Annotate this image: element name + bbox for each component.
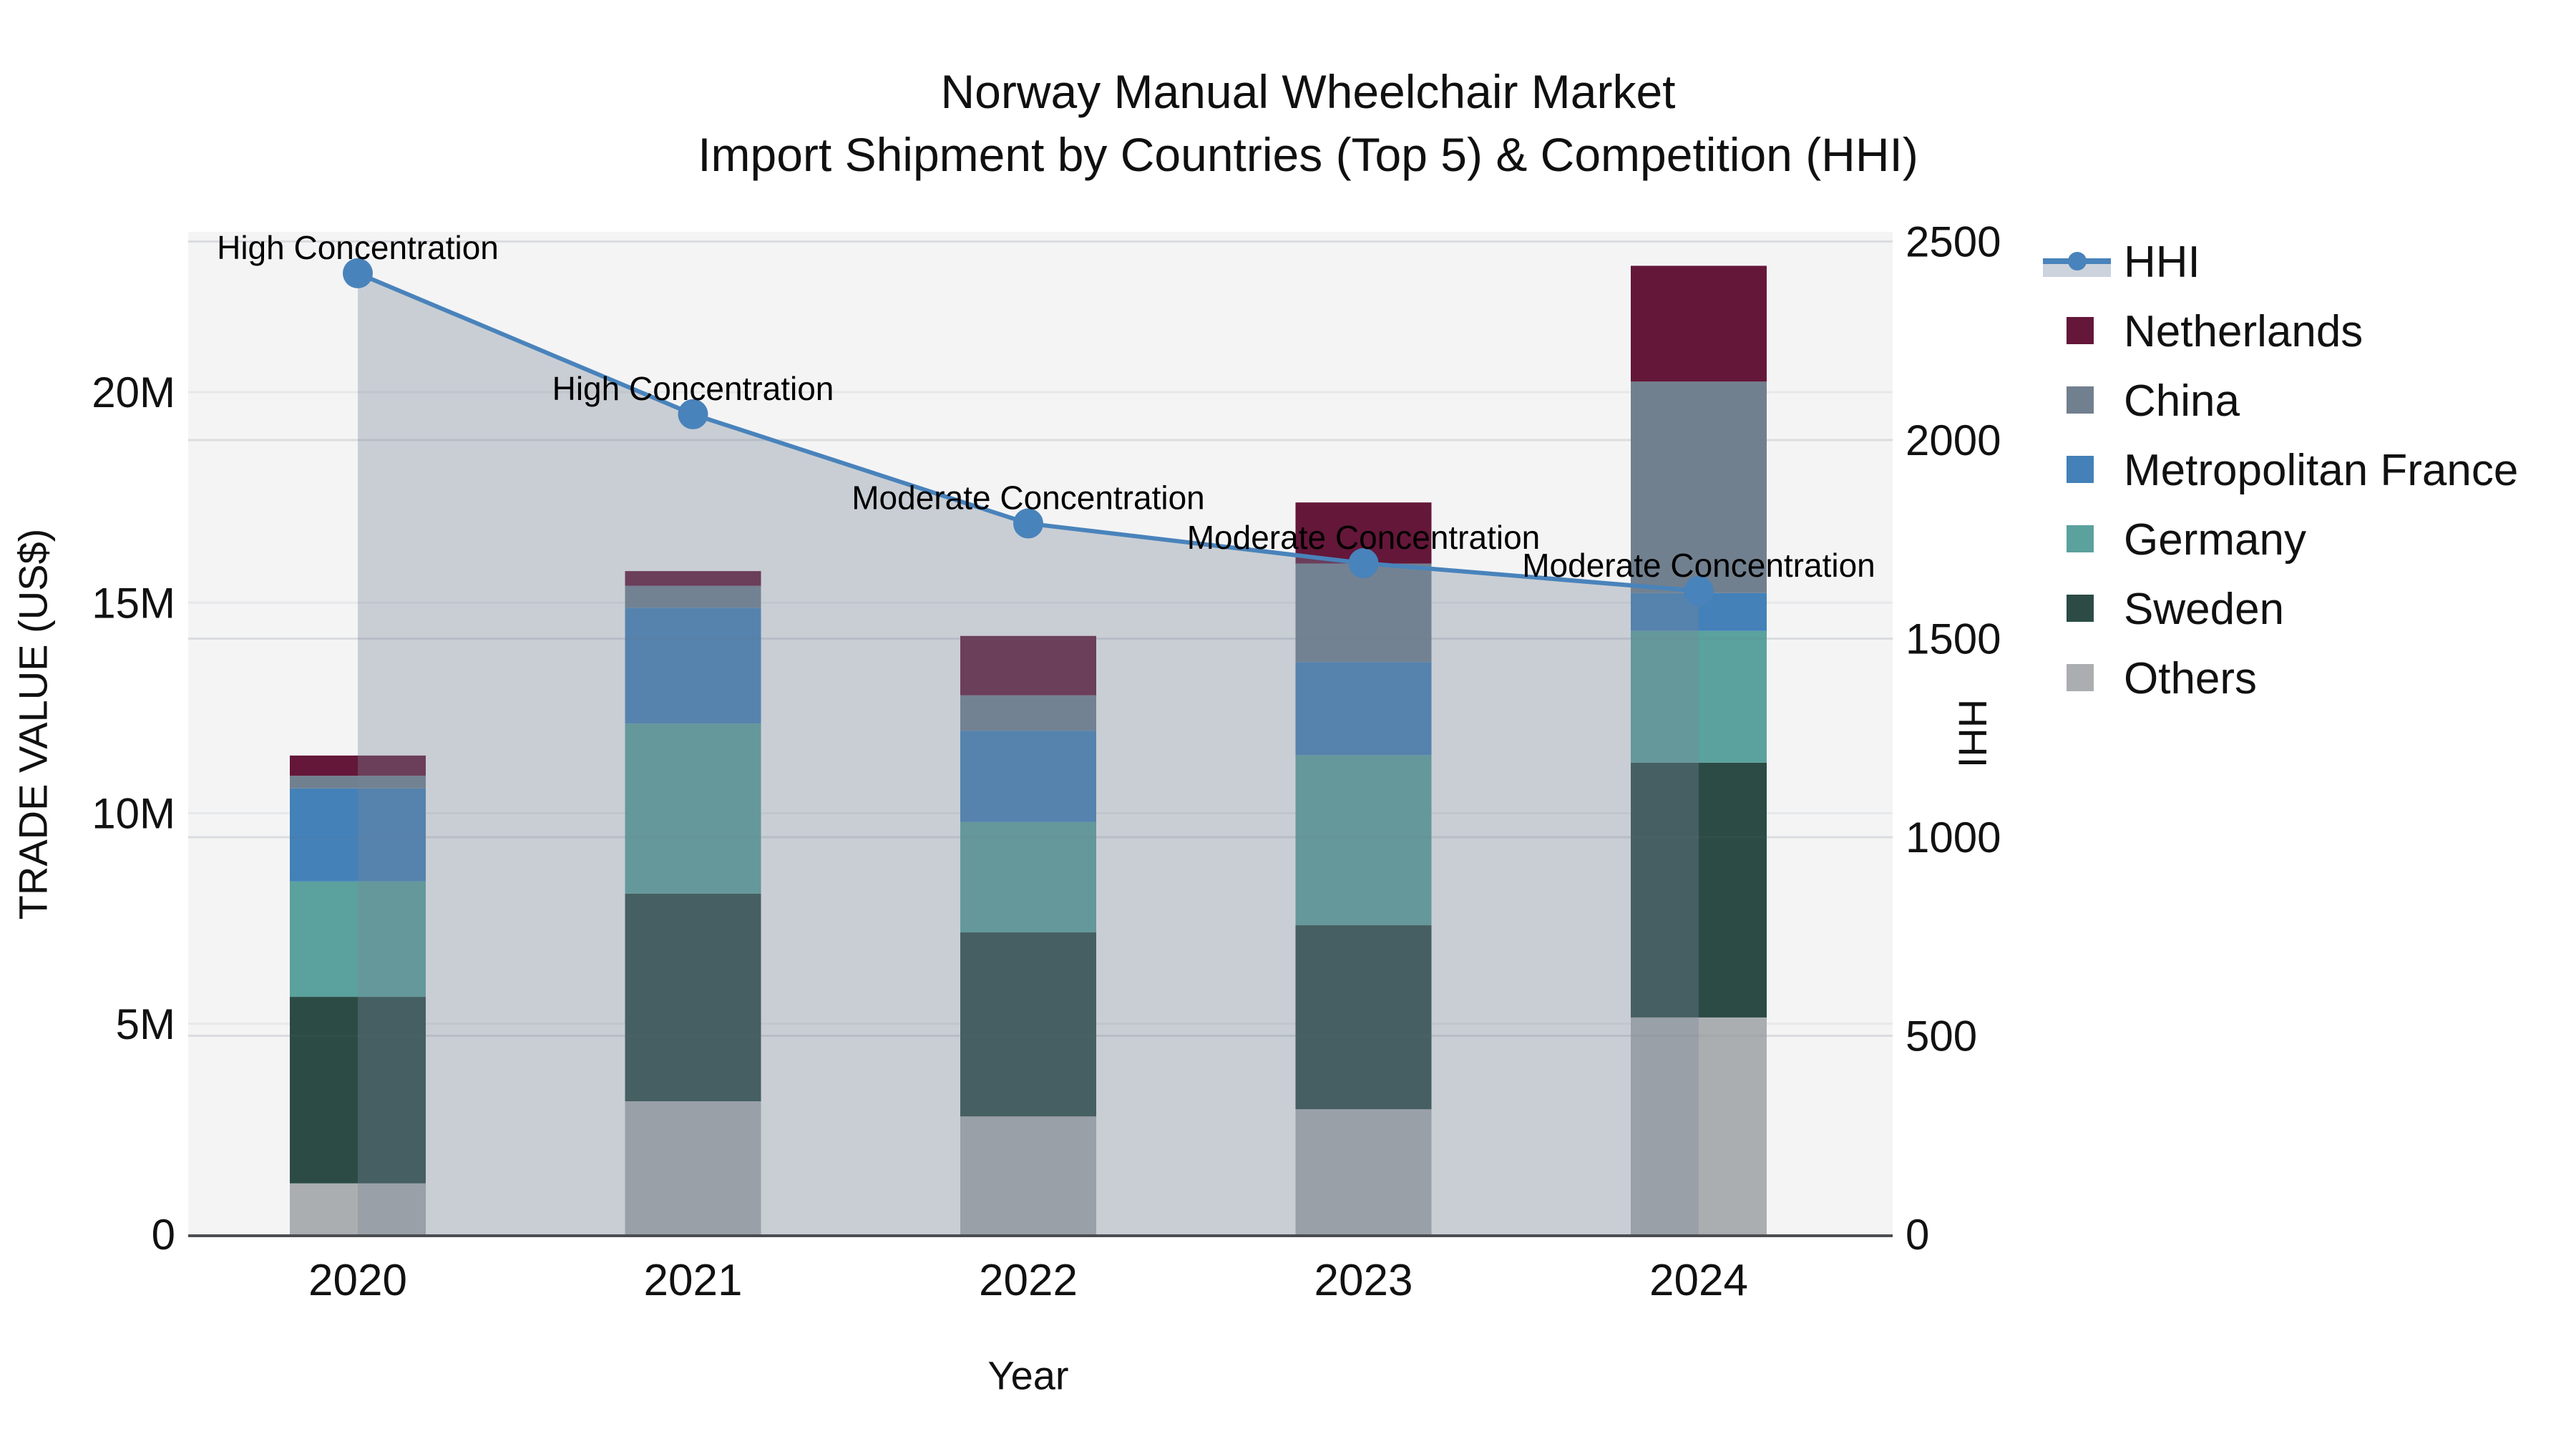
bar-segment-metropolitan-france-2023: [1295, 662, 1432, 756]
legend-label: HHI: [2124, 238, 2200, 287]
chart-title-line1: Norway Manual Wheelchair Market: [940, 65, 1676, 118]
legend-label: Metropolitan France: [2124, 446, 2518, 495]
hhi-area-fill: [358, 273, 1699, 1234]
y-tick-left-20M: 20M: [92, 369, 175, 416]
x-tick-2023: 2023: [1314, 1256, 1413, 1305]
y-tick-right-2000: 2000: [1906, 416, 2001, 464]
hhi-marker-2022: [1013, 508, 1043, 539]
legend-swatch-germany: [2067, 525, 2094, 552]
legend-item-metropolitan-france[interactable]: Metropolitan France: [2067, 446, 2518, 495]
legend-item-others[interactable]: Others: [2067, 654, 2257, 703]
hhi-marker-2021: [678, 399, 708, 429]
annotation-label-2022: Moderate Concentration: [852, 479, 1205, 517]
bar-segment-metropolitan-france-2021: [625, 608, 761, 724]
legend-swatch-sweden: [2067, 595, 2094, 622]
y-tick-left-5M: 5M: [116, 1000, 175, 1048]
annotation-label-2020: High Concentration: [217, 229, 499, 266]
legend-item-netherlands[interactable]: Netherlands: [2067, 307, 2363, 356]
hhi-marker-2024: [1684, 575, 1714, 606]
x-tick-2020: 2020: [308, 1256, 407, 1305]
bar-segment-netherlands-2021: [625, 571, 761, 586]
x-tick-2021: 2021: [644, 1256, 743, 1305]
annotation-label-2024: Moderate Concentration: [1522, 547, 1875, 584]
bar-segment-others-2020: [290, 1183, 426, 1234]
y-axis-label-right: HHI: [1950, 698, 1996, 769]
y-tick-right-2500: 2500: [1906, 218, 2001, 266]
legend-label: China: [2124, 376, 2240, 426]
y-tick-left-0: 0: [152, 1211, 175, 1259]
y-tick-right-1000: 1000: [1906, 814, 2001, 862]
bar-segment-china-2021: [625, 585, 761, 608]
y-tick-right-1500: 1500: [1906, 615, 2001, 663]
x-tick-2022: 2022: [979, 1256, 1078, 1305]
legend-item-sweden[interactable]: Sweden: [2067, 585, 2284, 634]
legend-label: Netherlands: [2124, 307, 2363, 356]
bar-segment-germany-2020: [290, 881, 426, 997]
legend-item-china[interactable]: China: [2067, 376, 2240, 426]
y-tick-right-500: 500: [1906, 1013, 1977, 1060]
legend-swatch-metropolitan-france: [2067, 456, 2094, 483]
bar-segment-others-2024: [1631, 1017, 1767, 1234]
bar-segment-china-2022: [960, 695, 1096, 731]
bar-segment-metropolitan-france-2020: [290, 788, 426, 882]
bar-segment-china-2024: [1631, 381, 1767, 593]
chart-title-line2: Import Shipment by Countries (Top 5) & C…: [698, 128, 1918, 181]
bar-segment-others-2022: [960, 1116, 1096, 1234]
bar-segment-netherlands-2024: [1631, 265, 1767, 382]
bar-segment-china-2023: [1295, 563, 1432, 663]
bar-segment-china-2020: [290, 776, 426, 789]
legend-hhi-marker-sample: [2068, 252, 2087, 270]
y-tick-left-15M: 15M: [92, 579, 175, 627]
bar-segment-sweden-2021: [625, 893, 761, 1102]
legend-item-hhi[interactable]: HHI: [2043, 238, 2200, 287]
bar-segment-others-2021: [625, 1101, 761, 1234]
y-tick-right-0: 0: [1906, 1211, 1929, 1259]
bar-segment-sweden-2023: [1295, 925, 1432, 1110]
legend-label: Sweden: [2124, 585, 2284, 634]
bar-segment-germany-2021: [625, 723, 761, 894]
legend-swatch-netherlands: [2067, 317, 2094, 344]
y-axis-label-left: TRADE VALUE (US$): [10, 528, 56, 920]
y-tick-left-10M: 10M: [92, 790, 175, 838]
bar-segment-germany-2022: [960, 821, 1096, 933]
bar-segment-germany-2023: [1295, 755, 1432, 926]
annotation-label-2023: Moderate Concentration: [1187, 519, 1541, 556]
bar-segment-netherlands-2020: [290, 755, 426, 776]
legend-label: Germany: [2124, 515, 2306, 565]
bar-segment-germany-2024: [1631, 630, 1767, 763]
annotation-label-2021: High Concentration: [552, 370, 834, 407]
bar-segment-netherlands-2022: [960, 635, 1096, 696]
bar-segment-sweden-2024: [1631, 762, 1767, 1018]
hhi-marker-2023: [1348, 548, 1379, 579]
legend-item-germany[interactable]: Germany: [2067, 515, 2306, 565]
bar-segment-metropolitan-france-2022: [960, 731, 1096, 822]
legend-swatch-china: [2067, 386, 2094, 414]
legend-label: Others: [2124, 654, 2257, 703]
bar-segment-sweden-2022: [960, 932, 1096, 1117]
hhi-marker-2020: [343, 258, 373, 288]
bar-segment-others-2023: [1295, 1109, 1432, 1234]
bar-segment-sweden-2020: [290, 997, 426, 1184]
x-tick-2024: 2024: [1649, 1256, 1748, 1305]
x-axis-label: Year: [987, 1352, 1069, 1398]
legend-swatch-others: [2067, 664, 2094, 691]
